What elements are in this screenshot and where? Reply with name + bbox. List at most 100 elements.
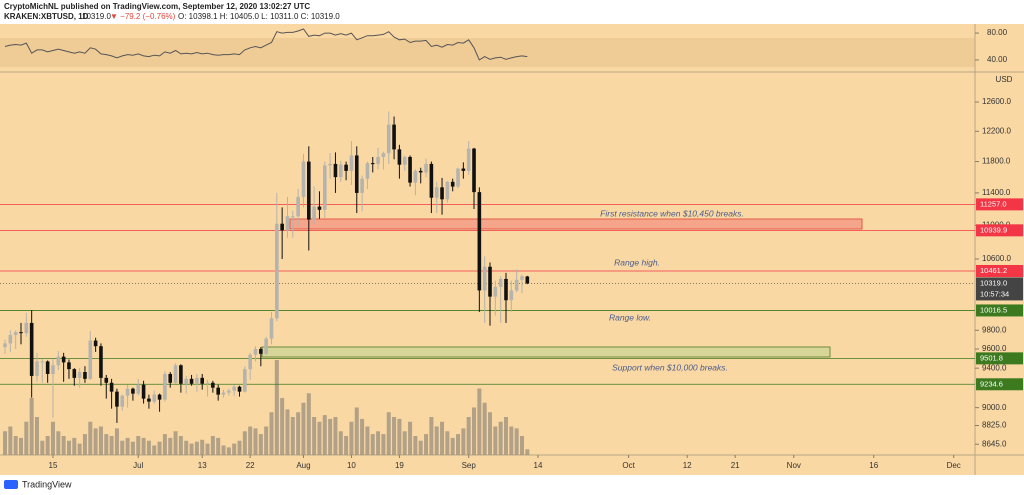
ohlc-readout: O: 10398.1 H: 10405.0 L: 10311.0 C: 1031… [178, 12, 340, 21]
candle-body [338, 164, 343, 178]
candle-body [200, 377, 205, 384]
annotation: Range high. [614, 257, 660, 267]
candle-body [35, 361, 39, 376]
rsi-tick-label: 40.00 [987, 55, 1008, 64]
candle-body [328, 163, 332, 166]
volume-bar [29, 398, 34, 455]
volume-bar [40, 440, 45, 455]
volume-bar [333, 417, 338, 455]
candle-body [131, 388, 135, 394]
x-tick-label: 22 [246, 461, 255, 470]
candle-body [189, 378, 194, 384]
candle-body [429, 163, 434, 198]
volume-bar [242, 431, 247, 455]
candle-body [227, 390, 231, 393]
plot-background [0, 24, 975, 455]
candle-body [456, 168, 460, 187]
logo [4, 480, 18, 489]
marks: 8645.0 8825.0 9000.0 9400.0 9600.0 9800.0 1060… [0, 28, 1023, 470]
volume-bar [141, 437, 146, 455]
candle-body [392, 124, 396, 150]
volume-bar [24, 421, 29, 455]
x-tick-label: 12 [683, 461, 692, 470]
countdown: 10:57:34 [980, 289, 1009, 298]
last-price-tag [976, 277, 1023, 301]
candle-body [248, 354, 252, 370]
candle-body [445, 181, 450, 200]
level-tag [976, 224, 1023, 237]
volume-bar [519, 436, 524, 455]
volume-bar [322, 415, 327, 455]
volume-bar [125, 437, 130, 455]
volume-bar [477, 388, 482, 455]
volume-bar [93, 428, 98, 455]
candle-body [344, 164, 348, 171]
candle-body [264, 338, 268, 354]
x-tick-label: Nov [787, 461, 801, 470]
volume-bar [194, 441, 199, 455]
x-tick-label: 16 [869, 461, 878, 470]
volume-bar [157, 441, 162, 455]
candle-body [253, 349, 258, 355]
candle-body [269, 318, 274, 339]
candle-body [285, 216, 290, 231]
candle-body [488, 266, 492, 297]
brand: TradingView [22, 479, 72, 489]
volume-bar [88, 421, 93, 455]
candle-body [88, 340, 93, 379]
volume-bar [13, 436, 18, 455]
candle-body [482, 266, 487, 291]
volume-bar [264, 426, 269, 455]
volume-bar [370, 434, 375, 455]
candle-body [195, 377, 199, 384]
candle-body [397, 149, 402, 165]
level-label: 9234.6 [980, 379, 1003, 388]
y-tick-label: 9000.0 [982, 403, 1007, 412]
volume-bar [402, 431, 407, 455]
candle-body [3, 343, 7, 348]
candle-body [125, 388, 130, 396]
volume-bar [210, 436, 215, 455]
last-value: 10319.0 [82, 12, 111, 21]
symbol: KRAKEN:XBTUSD, 1D [4, 12, 89, 21]
volume-bar [424, 434, 429, 455]
volume-bar [397, 418, 402, 455]
candle-body [381, 153, 386, 157]
volume-bar [168, 437, 173, 455]
change: ▼ −79.2 (−0.76%) [110, 12, 176, 21]
candle-body [152, 394, 157, 402]
volume-bar [434, 426, 439, 455]
support-zone [261, 346, 831, 358]
x-tick-label: 15 [49, 461, 58, 470]
volume-bar [482, 402, 487, 455]
candle-body [221, 392, 226, 395]
candle-body [163, 373, 167, 400]
x-tick-label: 19 [395, 461, 404, 470]
annotation: Range low. [609, 312, 651, 322]
x-tick-label: Oct [622, 461, 635, 470]
candle-body [349, 155, 354, 171]
candle-body [498, 278, 503, 287]
volume-bar [8, 426, 13, 455]
volume-bar [503, 417, 508, 455]
candle-body [360, 178, 364, 193]
candle-body [184, 378, 189, 384]
volume-bar [472, 407, 477, 455]
candle-body [317, 206, 322, 210]
candle-body [179, 365, 183, 384]
volume-bar [205, 443, 210, 455]
y-tick-label: 10600.0 [982, 254, 1011, 263]
candle-body [24, 322, 29, 334]
volume-bar [386, 412, 391, 455]
y-tick-label: 12200.0 [982, 126, 1011, 135]
resistance-zone [289, 218, 863, 230]
candle-body [120, 395, 125, 407]
x-tick-label: Dec [947, 461, 961, 470]
candle-body [93, 340, 98, 347]
volume-bar [72, 437, 77, 455]
volume-bar [109, 436, 114, 455]
candle-body [370, 163, 375, 165]
volume-bar [34, 417, 39, 455]
volume-bar [296, 412, 301, 455]
